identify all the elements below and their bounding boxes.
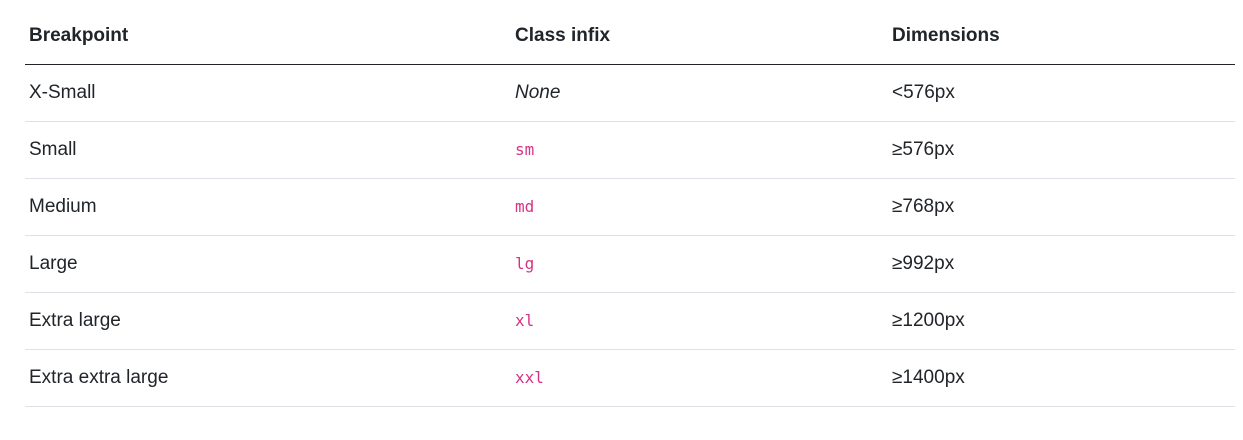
infix-code: xl — [515, 311, 535, 330]
infix-cell: lg — [511, 235, 888, 293]
dimensions-cell: ≥576px — [888, 121, 1235, 179]
table-row: Extra large xl ≥1200px — [25, 292, 1235, 350]
table-row: Extra extra large xxl ≥1400px — [25, 349, 1235, 407]
breakpoint-cell: Medium — [25, 178, 511, 236]
header-breakpoint: Breakpoint — [25, 7, 511, 65]
dimensions-cell: <576px — [888, 64, 1235, 122]
infix-cell: sm — [511, 121, 888, 179]
infix-code: md — [515, 197, 535, 216]
table-row: Medium md ≥768px — [25, 178, 1235, 236]
infix-cell: xxl — [511, 349, 888, 407]
breakpoint-cell: Extra large — [25, 292, 511, 350]
header-dimensions: Dimensions — [888, 7, 1235, 65]
infix-none: None — [515, 82, 561, 103]
breakpoint-cell: Small — [25, 121, 511, 179]
table-header-row: Breakpoint Class infix Dimensions — [25, 7, 1235, 65]
infix-code: lg — [515, 254, 535, 273]
dimensions-cell: ≥768px — [888, 178, 1235, 236]
table-row: Large lg ≥992px — [25, 235, 1235, 293]
infix-cell: None — [511, 64, 888, 122]
breakpoint-cell: Large — [25, 235, 511, 293]
header-class-infix: Class infix — [511, 7, 888, 65]
dimensions-cell: ≥1200px — [888, 292, 1235, 350]
table-row: Small sm ≥576px — [25, 121, 1235, 179]
dimensions-cell: ≥1400px — [888, 349, 1235, 407]
dimensions-cell: ≥992px — [888, 235, 1235, 293]
table-row: X-Small None <576px — [25, 64, 1235, 122]
infix-code: xxl — [515, 368, 544, 387]
infix-cell: md — [511, 178, 888, 236]
breakpoint-cell: X-Small — [25, 64, 511, 122]
breakpoint-cell: Extra extra large — [25, 349, 511, 407]
infix-code: sm — [515, 140, 535, 159]
breakpoints-table: Breakpoint Class infix Dimensions X-Smal… — [25, 7, 1235, 407]
infix-cell: xl — [511, 292, 888, 350]
